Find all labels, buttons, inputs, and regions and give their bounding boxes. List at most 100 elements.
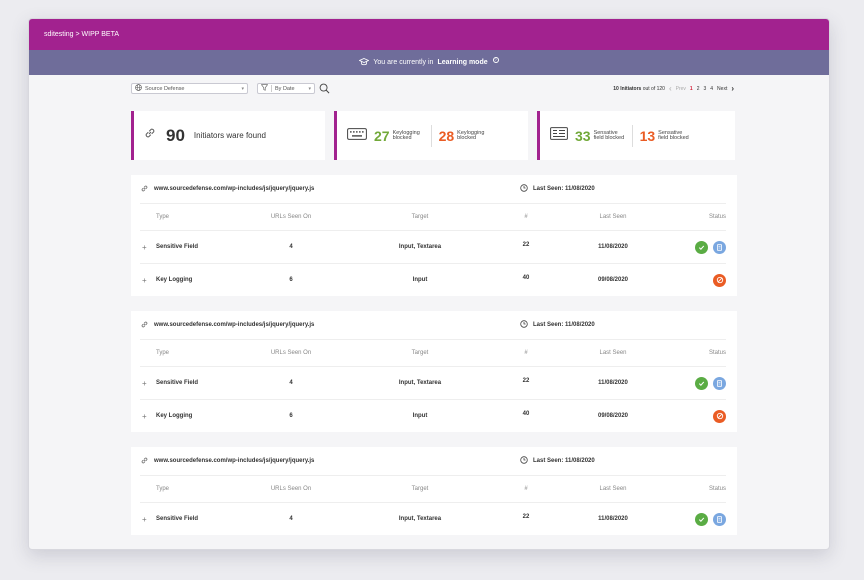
initiators-count: 90	[166, 125, 185, 145]
col-target: Target	[411, 486, 429, 492]
expand-row-icon[interactable]: +	[142, 514, 147, 524]
app-window: sditesting > WIPP BETA You are currently…	[28, 18, 830, 550]
table-row[interactable]: + Key Logging 6 Input 40 09/08/2020	[140, 263, 726, 296]
col-target: Target	[411, 214, 429, 220]
row-urls-count: 6	[289, 277, 293, 283]
check-icon[interactable]	[695, 240, 708, 254]
row-hash: 40	[522, 275, 530, 281]
initiator-groups: www.sourcedefense.com/wp-includes/js/jqu…	[131, 175, 737, 535]
sort-select-value: By Date	[275, 85, 295, 92]
blocked-icon[interactable]	[713, 409, 726, 423]
sensitive-blocked-a-label: Sensative field blocked	[593, 129, 625, 141]
sensitive-blocked-b-label: Sensative field blocked	[658, 129, 689, 141]
mode-name: Learning mode	[437, 59, 488, 66]
col-hash: #	[524, 350, 528, 356]
group-url[interactable]: www.sourcedefense.com/wp-includes/js/jqu…	[154, 458, 315, 464]
page-link-1[interactable]: 1	[689, 85, 693, 92]
table-row[interactable]: + Key Logging 6 Input 40 09/08/2020	[140, 399, 726, 432]
col-status: Status	[708, 214, 726, 220]
group-header: www.sourcedefense.com/wp-includes/js/jqu…	[140, 447, 726, 476]
row-type: Sensitive Field	[156, 516, 199, 522]
row-status	[668, 240, 726, 254]
col-urls: URLs Seen On	[270, 350, 312, 356]
row-target: Input, Textarea	[398, 380, 442, 386]
col-type: Type	[156, 214, 170, 220]
sort-select[interactable]: By Date ▾	[257, 83, 315, 94]
form-icon	[550, 126, 568, 145]
sensitive-blocked-a-count: 33	[575, 127, 591, 144]
check-icon[interactable]	[695, 512, 708, 526]
row-hash: 22	[522, 514, 530, 520]
group-last-seen-wrap: Last Seen: 11/08/2020	[520, 456, 595, 466]
breadcrumb[interactable]: sditesting > WIPP BETA	[44, 31, 120, 38]
sensitive-field-card: 33 Sensative field blocked 13 Sensative …	[537, 111, 735, 160]
document-icon[interactable]	[713, 512, 726, 526]
row-last-seen: 11/08/2020	[598, 380, 628, 386]
search-icon[interactable]	[319, 83, 330, 94]
link-icon	[140, 320, 149, 331]
pager-summary: 10 Initiators out of 120	[613, 86, 665, 92]
col-last-seen: Last Seen	[599, 486, 627, 492]
group-url-wrap: www.sourcedefense.com/wp-includes/js/jqu…	[140, 184, 520, 195]
page-link-3[interactable]: 3	[703, 85, 707, 92]
row-status	[668, 376, 726, 390]
table-row[interactable]: + Sensitive Field 4 Input, Textarea 22 1…	[140, 502, 726, 535]
blocked-icon[interactable]	[713, 273, 726, 287]
top-bar: sditesting > WIPP BETA	[29, 19, 829, 50]
prev-page-link[interactable]: Prev	[675, 85, 686, 92]
initiators-card: 90 Initiators ware found	[131, 111, 325, 160]
expand-row-icon[interactable]: +	[142, 411, 147, 421]
col-status: Status	[708, 486, 726, 492]
document-icon[interactable]	[713, 376, 726, 390]
info-icon[interactable]: ?	[492, 56, 499, 63]
mode-prefix: You are currently in	[373, 59, 434, 66]
clock-icon	[520, 456, 528, 466]
clock-icon	[520, 184, 528, 194]
col-type: Type	[156, 350, 170, 356]
col-last-seen: Last Seen	[599, 214, 627, 220]
row-type: Sensitive Field	[156, 244, 199, 250]
keylogging-blocked-a-count: 27	[374, 127, 390, 144]
group-last-seen: Last Seen: 11/08/2020	[533, 322, 595, 328]
group-header: www.sourcedefense.com/wp-includes/js/jqu…	[140, 311, 726, 340]
link-icon	[140, 184, 149, 195]
group-url[interactable]: www.sourcedefense.com/wp-includes/js/jqu…	[154, 186, 315, 192]
row-urls-count: 4	[289, 244, 293, 250]
stats-row: 90 Initiators ware found 27 Keylogging b…	[131, 111, 737, 160]
next-page-link[interactable]: Next	[717, 85, 728, 92]
row-type: Sensitive Field	[156, 380, 199, 386]
keylogging-blocked-b-count: 28	[438, 127, 455, 144]
table-row[interactable]: + Sensitive Field 4 Input, Textarea 22 1…	[140, 230, 726, 263]
check-icon[interactable]	[695, 376, 708, 390]
group-last-seen: Last Seen: 11/08/2020	[533, 186, 595, 192]
pagination: 10 Initiators out of 120 ‹ Prev 1 2 3 4 …	[613, 84, 734, 93]
col-last-seen: Last Seen	[599, 350, 627, 356]
initiator-group: www.sourcedefense.com/wp-includes/js/jqu…	[131, 447, 737, 535]
page-link-2[interactable]: 2	[696, 85, 700, 92]
clock-icon	[520, 320, 528, 330]
row-last-seen: 09/08/2020	[597, 277, 629, 283]
chevron-left-icon[interactable]: ‹	[668, 84, 672, 93]
expand-row-icon[interactable]: +	[142, 242, 147, 252]
document-icon[interactable]	[713, 240, 726, 254]
page-link-4[interactable]: 4	[710, 85, 714, 92]
keylogging-blocked-a-label: Keylogging blocked	[392, 129, 420, 141]
graduation-cap-icon	[358, 57, 370, 68]
table-row[interactable]: + Sensitive Field 4 Input, Textarea 22 1…	[140, 366, 726, 399]
initiator-group: www.sourcedefense.com/wp-includes/js/jqu…	[131, 175, 737, 296]
group-header: www.sourcedefense.com/wp-includes/js/jqu…	[140, 175, 726, 204]
col-hash: #	[524, 486, 528, 492]
group-last-seen-wrap: Last Seen: 11/08/2020	[520, 184, 595, 194]
group-url-wrap: www.sourcedefense.com/wp-includes/js/jqu…	[140, 320, 520, 331]
group-url[interactable]: www.sourcedefense.com/wp-includes/js/jqu…	[154, 322, 315, 328]
expand-row-icon[interactable]: +	[142, 275, 147, 285]
col-type: Type	[156, 486, 170, 492]
source-select-value: Source Defense	[145, 85, 185, 92]
chevron-right-icon[interactable]: ›	[731, 84, 734, 93]
row-hash: 22	[522, 242, 530, 248]
initiator-group: www.sourcedefense.com/wp-includes/js/jqu…	[131, 311, 737, 432]
link-icon	[143, 126, 157, 145]
source-select[interactable]: Source Defense ▾	[131, 83, 248, 94]
expand-row-icon[interactable]: +	[142, 378, 147, 388]
group-url-wrap: www.sourcedefense.com/wp-includes/js/jqu…	[140, 456, 520, 467]
